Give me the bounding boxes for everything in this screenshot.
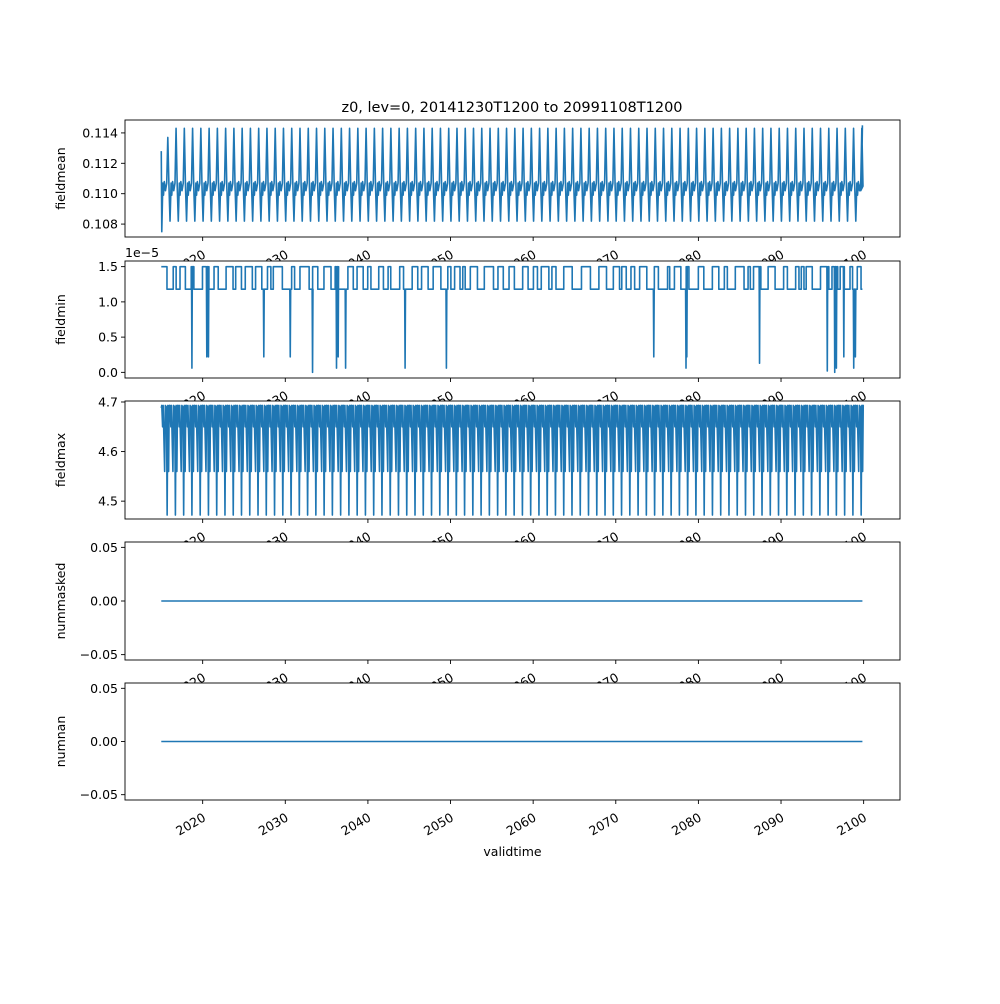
panel-numnan: −0.05 0.00 0.05 2020 2030 2040 2050 2060 2070 208… bbox=[53, 681, 901, 859]
y-tick-label: 0.05 bbox=[90, 681, 118, 696]
y-tick-label: 0.0 bbox=[98, 365, 118, 380]
y-tick-label: 1.5 bbox=[98, 259, 118, 274]
y-tick-label: −0.05 bbox=[80, 787, 118, 802]
y-tick-label: 0.112 bbox=[82, 156, 118, 171]
x-tick-label: 2030 bbox=[256, 810, 291, 839]
y-axis-label: fieldmin bbox=[53, 294, 68, 345]
y-tick-label: −0.05 bbox=[80, 647, 118, 662]
axes-background bbox=[125, 261, 900, 378]
x-tick-label: 2060 bbox=[504, 810, 539, 839]
axes-frame bbox=[124, 119, 901, 238]
axes-frame bbox=[124, 260, 901, 379]
y-tick-label: 0.00 bbox=[90, 594, 118, 609]
x-tick-label: 2090 bbox=[751, 810, 786, 839]
x-tick-label: 2100 bbox=[834, 810, 869, 839]
x-tick-label: 2020 bbox=[173, 810, 208, 839]
y-axis-label: numnan bbox=[53, 716, 68, 768]
y-axis-label: fieldmax bbox=[53, 433, 68, 487]
y-tick-label: 4.7 bbox=[98, 394, 118, 409]
panel-fieldmin: 0.00.51.01.52020203020402050206020702080… bbox=[53, 245, 901, 417]
x-tick-label: 2070 bbox=[586, 810, 621, 839]
y-tick-label: 0.00 bbox=[90, 734, 118, 749]
y-axis-label: nummasked bbox=[53, 563, 68, 640]
y-axis-label: fieldmean bbox=[53, 147, 68, 209]
y-offset-label: 1e−5 bbox=[125, 245, 159, 260]
panel-nummasked: −0.050.000.05202020302040205020602070208… bbox=[53, 540, 901, 699]
axes-frame bbox=[124, 400, 901, 520]
x-tick-label: 2040 bbox=[338, 810, 373, 839]
figure-title: z0, lev=0, 20141230T1200 to 20991108T120… bbox=[341, 100, 682, 116]
panel-fieldmax: 4.54.64.72020203020402050206020702080209… bbox=[53, 394, 901, 558]
y-tick-label: 1.0 bbox=[98, 294, 118, 309]
x-tick-label: 2080 bbox=[669, 810, 704, 839]
series-line-fieldmin bbox=[161, 265, 863, 374]
y-tick-label: 0.114 bbox=[82, 125, 118, 140]
series-line-fieldmean bbox=[160, 125, 864, 233]
x-tick-label: 2050 bbox=[421, 810, 456, 839]
series-line-fieldmax bbox=[160, 404, 865, 516]
x-axis-label: validtime bbox=[483, 844, 541, 859]
y-tick-label: 0.108 bbox=[82, 217, 118, 232]
y-tick-label: 4.6 bbox=[98, 444, 118, 459]
y-tick-label: 0.5 bbox=[98, 330, 118, 345]
panel-fieldmean: 0.1080.1100.1120.11420202030204020502060… bbox=[53, 119, 901, 276]
y-tick-label: 4.5 bbox=[98, 494, 118, 509]
y-tick-label: 0.110 bbox=[82, 186, 118, 201]
y-tick-label: 0.05 bbox=[90, 540, 118, 555]
